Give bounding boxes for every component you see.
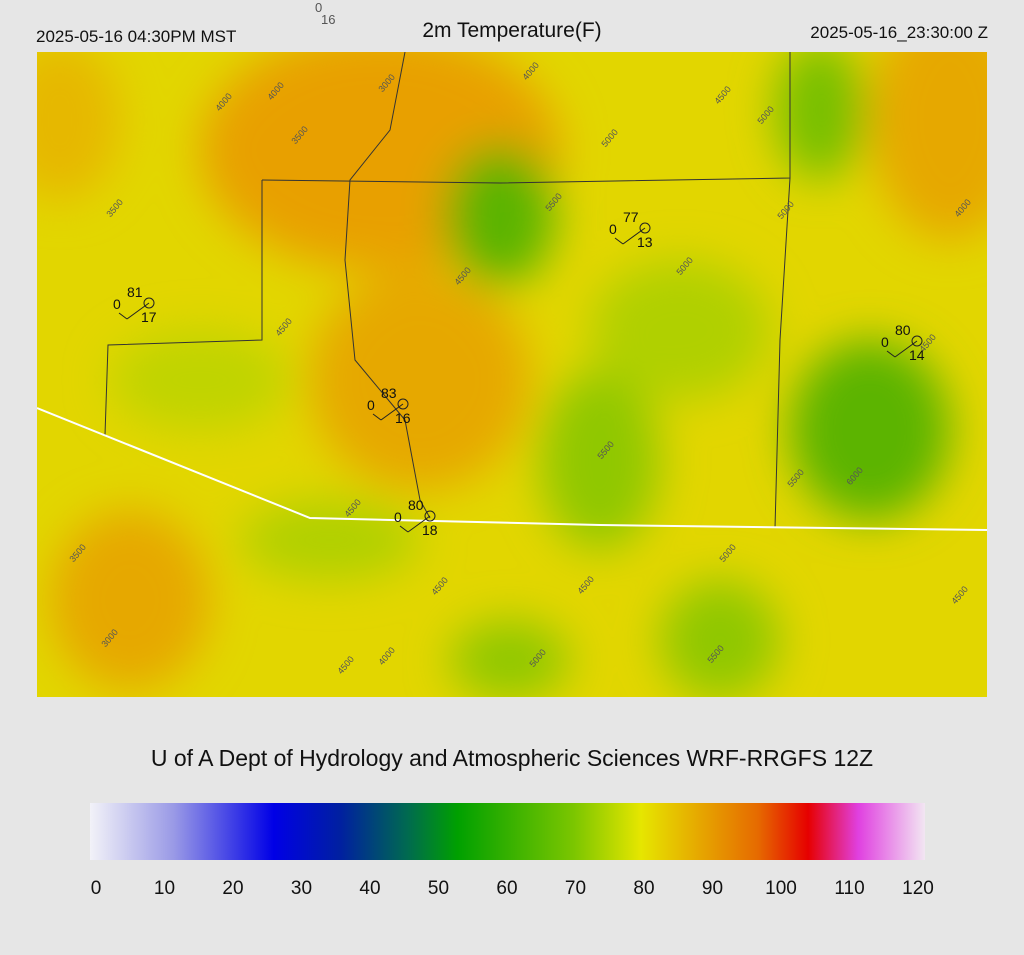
station-temp: 80 — [895, 322, 911, 338]
wind-barb — [886, 350, 896, 358]
station-wind: 17 — [141, 309, 157, 325]
station-dew: 0 — [881, 334, 889, 350]
station-dew: 0 — [113, 296, 121, 312]
station-temp: 80 — [408, 497, 424, 513]
wind-barb — [407, 515, 431, 533]
stations: 81 0 17 77 0 13 80 0 14 83 0 16 80 0 18 — [113, 209, 925, 538]
colorbar-tick-label: 120 — [902, 878, 934, 899]
colorbar-tick-label: 0 — [91, 878, 102, 899]
colorbar-tick-label: 40 — [359, 878, 380, 899]
wind-barb — [622, 227, 646, 245]
colorbar-tick-label: 30 — [291, 878, 312, 899]
station-wind: 14 — [909, 347, 925, 363]
station-wind: 13 — [637, 234, 653, 250]
station-marker — [397, 398, 409, 410]
station-wind: 18 — [422, 522, 438, 538]
station-temp: 77 — [623, 209, 639, 225]
colorbar-tick-label: 90 — [702, 878, 723, 899]
colorbar-tick-label: 70 — [565, 878, 586, 899]
station-marker — [143, 297, 155, 309]
wind-barb — [894, 340, 918, 358]
local-time: 2025-05-16 04:30PM MST — [36, 27, 236, 46]
utc-time: 2025-05-16_23:30:00 Z — [810, 23, 988, 42]
wind-barb — [380, 403, 404, 421]
station-dew: 0 — [609, 221, 617, 237]
station-marker — [424, 510, 436, 522]
wind-barb — [614, 237, 624, 245]
footer: U of A Dept of Hydrology and Atmospheric… — [151, 745, 873, 771]
station-temp: 83 — [381, 385, 397, 401]
colorbar-tick-label: 60 — [496, 878, 517, 899]
colorbar-tick-label: 50 — [428, 878, 449, 899]
station-wind: 16 — [395, 410, 411, 426]
wind-key-speed: 16 — [321, 12, 335, 27]
map-title: 2m Temperature(F) — [422, 19, 601, 42]
station-marker — [911, 335, 923, 347]
wind-barb — [372, 413, 382, 421]
wind-barb — [126, 302, 150, 320]
station-dew: 0 — [394, 509, 402, 525]
station-marker — [639, 222, 651, 234]
colorbar — [90, 803, 925, 860]
wind-key-dewpoint: 0 — [315, 0, 322, 15]
station-dew: 0 — [367, 397, 375, 413]
station-temp: 81 — [127, 284, 143, 300]
colorbar-tick-label: 100 — [765, 878, 797, 899]
colorbar-tick-label: 20 — [222, 878, 243, 899]
map — [37, 52, 987, 697]
wind-barb — [399, 525, 409, 533]
colorbar-tick-label: 10 — [154, 878, 175, 899]
colorbar-tick-label: 80 — [633, 878, 654, 899]
colorbar-tick-label: 110 — [834, 878, 864, 899]
wind-barb — [118, 312, 128, 320]
colorbar-ticks: 0 10 20 30 40 50 60 70 80 90 100 110 120 — [91, 878, 934, 899]
